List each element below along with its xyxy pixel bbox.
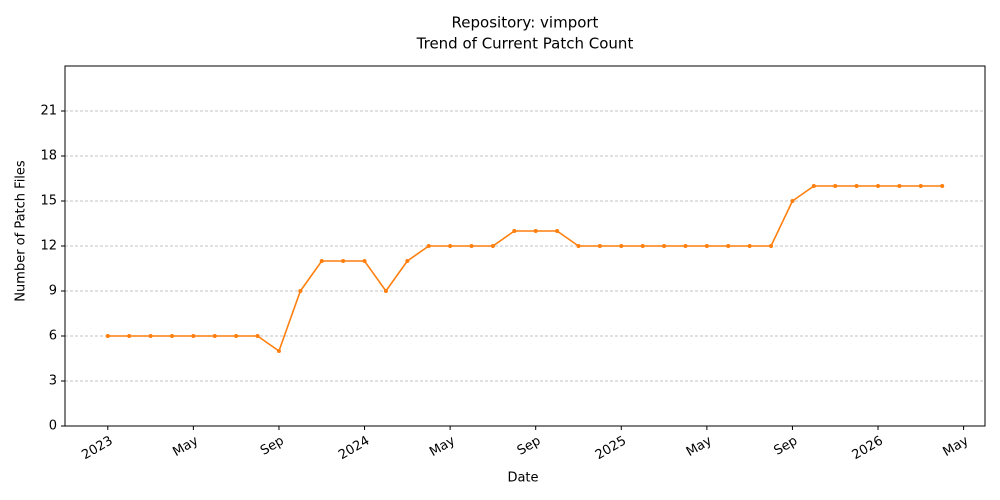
point: [704, 244, 709, 248]
point: [576, 244, 581, 248]
point: [833, 184, 838, 188]
point: [918, 184, 923, 188]
y-tick-label: 15: [40, 194, 57, 209]
point: [683, 244, 688, 248]
x-tick-label: 2024: [336, 434, 372, 464]
x-tick-label: Sep: [515, 434, 544, 459]
point: [726, 244, 731, 248]
x-tick-label: 2026: [850, 434, 886, 464]
point: [276, 349, 281, 353]
x-tick-label: May: [427, 433, 458, 460]
point: [512, 229, 517, 233]
y-tick-label: 6: [49, 329, 57, 344]
point: [105, 334, 110, 338]
y-tick-label: 9: [49, 284, 57, 299]
y-tick-label: 0: [49, 419, 57, 434]
point: [662, 244, 667, 248]
point: [533, 229, 538, 233]
point: [448, 244, 453, 248]
chart-subtitle: Trend of Current Patch Count: [416, 35, 634, 53]
line: [107, 185, 943, 353]
point: [769, 244, 774, 248]
x-tick-label: 2023: [79, 434, 115, 464]
point: [811, 184, 816, 188]
point: [148, 334, 153, 338]
point: [897, 184, 902, 188]
point: [469, 244, 474, 248]
x-tick-label: May: [941, 433, 972, 460]
point: [341, 259, 346, 263]
y-tick-label: 3: [49, 374, 57, 389]
chart-title: Repository: vimport: [452, 14, 599, 32]
point: [876, 184, 881, 188]
point: [212, 334, 217, 338]
point: [597, 244, 602, 248]
x-tick-label: May: [170, 433, 201, 460]
y-tick-label: 12: [40, 239, 57, 254]
x-tick-label: Sep: [258, 434, 287, 459]
point: [747, 244, 752, 248]
point: [619, 244, 624, 248]
point: [790, 199, 795, 203]
point: [298, 289, 303, 293]
x-axis-label: Date: [507, 471, 538, 486]
point: [555, 229, 560, 233]
point: [426, 244, 431, 248]
x-tick-label: Sep: [771, 434, 800, 459]
point: [383, 289, 388, 293]
point: [640, 244, 645, 248]
point: [405, 259, 410, 263]
plot-frame: [64, 65, 986, 427]
point: [854, 184, 859, 188]
point: [319, 259, 324, 263]
point: [169, 334, 174, 338]
point: [255, 334, 260, 338]
point: [940, 184, 945, 188]
point: [362, 259, 367, 263]
y-tick-label: 18: [40, 149, 57, 164]
x-tick-label: May: [684, 433, 715, 460]
y-tick-label: 21: [40, 104, 57, 119]
point: [127, 334, 132, 338]
y-axis-label: Number of Patch Files: [14, 160, 29, 302]
point: [234, 334, 239, 338]
x-tick-label: 2025: [593, 434, 629, 464]
point: [490, 244, 495, 248]
point: [191, 334, 196, 338]
